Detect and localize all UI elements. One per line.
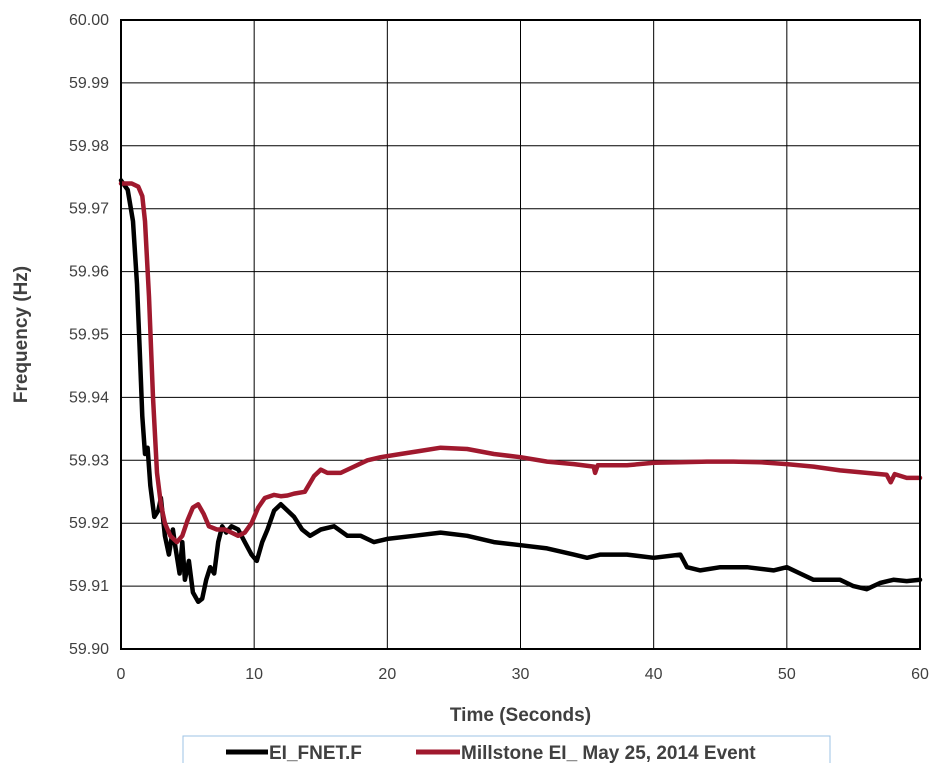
y-tick-label: 59.95 [69, 327, 109, 344]
series-line-1 [118, 181, 923, 545]
x-tick-label: 20 [378, 666, 396, 683]
y-tick-label: 59.99 [69, 75, 109, 92]
y-tick-label: 59.93 [69, 452, 109, 469]
grid-lines [120, 19, 921, 650]
series-line-0 [118, 178, 923, 605]
plot-area-border [120, 19, 921, 650]
y-tick-label: 59.92 [69, 515, 109, 532]
legend: EI_FNET.F Millstone EI_ May 25, 2014 Eve… [182, 735, 831, 768]
y-tick-label: 60.00 [69, 12, 109, 29]
x-tick-label: 0 [117, 666, 126, 683]
y-axis-title: Frequency (Hz) [11, 266, 32, 403]
x-axis-title: Time (Seconds) [450, 705, 591, 726]
x-tick-label: 30 [512, 666, 530, 683]
y-tick-label: 59.90 [69, 641, 109, 658]
y-tick-label: 59.98 [69, 138, 109, 155]
x-tick-label: 10 [245, 666, 263, 683]
x-tick-labels: 0 10 20 30 40 50 60 [117, 666, 929, 683]
legend-label-millstone: Millstone EI_ May 25, 2014 Event [461, 743, 756, 763]
y-tick-labels: 59.90 59.91 59.92 59.93 59.94 59.95 59.96 59.97… [69, 12, 109, 658]
y-tick-label: 59.94 [69, 389, 109, 406]
x-tick-label: 50 [778, 666, 796, 683]
x-tick-label: 60 [911, 666, 929, 683]
y-tick-label: 59.91 [69, 578, 109, 595]
series-lines [118, 178, 923, 605]
y-tick-label: 59.96 [69, 264, 109, 281]
legend-label-ei-fnet: EI_FNET.F [269, 743, 362, 763]
y-tick-label: 59.97 [69, 201, 109, 218]
x-tick-label: 40 [645, 666, 663, 683]
